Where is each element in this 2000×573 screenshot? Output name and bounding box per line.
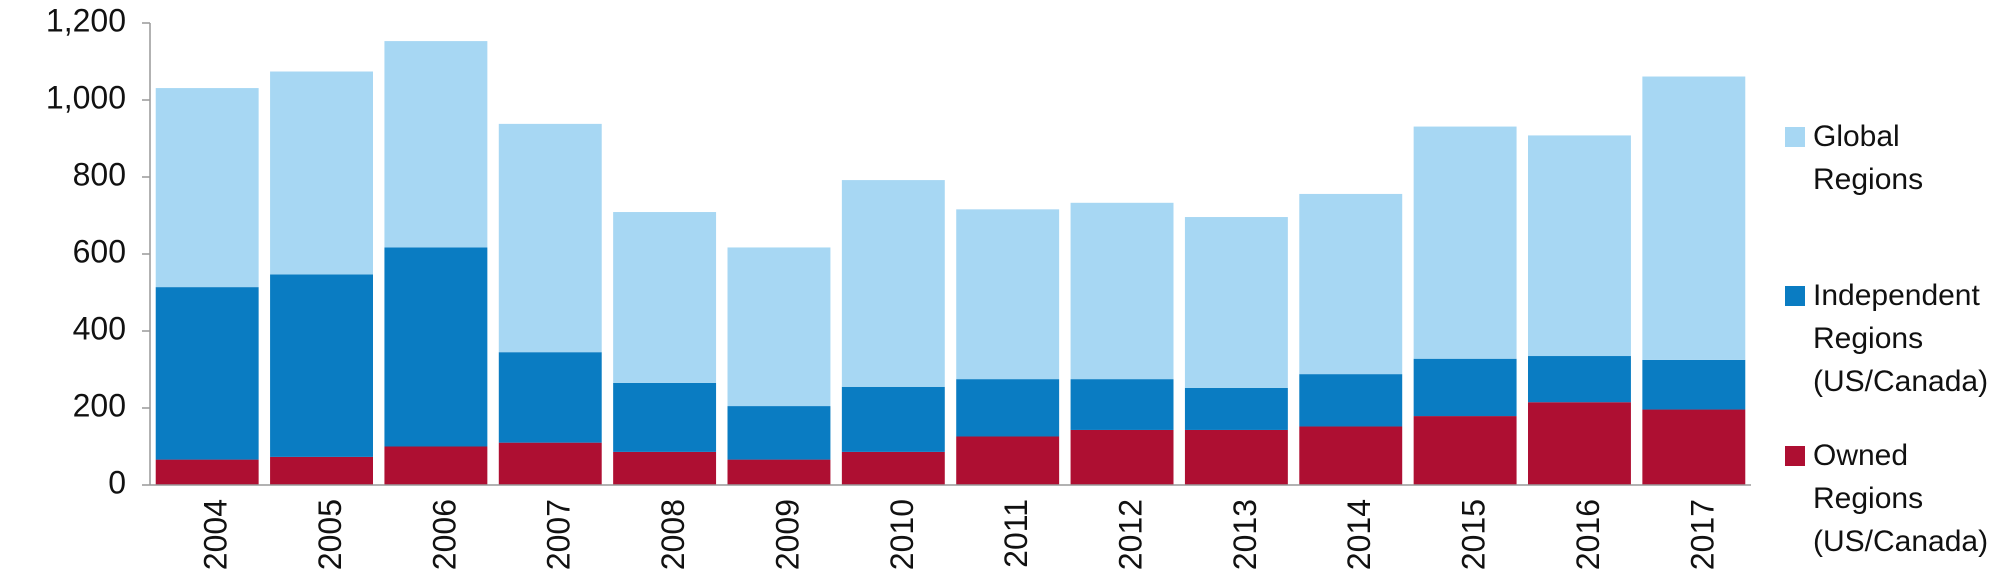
x-tick-label: 2006 <box>426 499 462 570</box>
bar-segment <box>1184 217 1288 388</box>
x-tick-label: 2008 <box>655 499 691 570</box>
legend-item: Independent Regions (US/Canada) <box>1785 274 2000 403</box>
bar-segment <box>1070 202 1174 380</box>
bar-segment <box>384 41 488 248</box>
bar-segment <box>155 88 259 288</box>
bar-segment <box>841 451 945 485</box>
x-tick-label: 2004 <box>198 499 234 570</box>
y-tick-label: 800 <box>73 156 126 192</box>
legend-label: Owned Regions (US/Canada) <box>1813 439 1989 558</box>
y-tick-label: 0 <box>108 464 126 500</box>
bar-segment <box>270 71 373 275</box>
bar-segment <box>1528 402 1631 485</box>
y-tick-label: 1,000 <box>46 79 126 115</box>
x-tick-label: 2013 <box>1227 499 1263 570</box>
x-tick-label: 2017 <box>1684 499 1720 570</box>
bar-segment <box>613 382 717 452</box>
bar-segment <box>1642 359 1746 410</box>
legend-label: Independent Regions (US/Canada) <box>1813 279 1989 398</box>
bar-segment <box>956 209 1060 380</box>
x-tick-label: 2005 <box>312 499 348 570</box>
y-tick-label: 200 <box>73 387 126 423</box>
bar-segment <box>270 274 373 457</box>
bar-segment <box>1299 193 1403 375</box>
bar-segment <box>498 352 602 443</box>
x-tick-label: 2009 <box>769 499 805 570</box>
x-tick-label: 2016 <box>1570 499 1606 570</box>
y-tick-label: 600 <box>73 233 126 269</box>
bar-segment <box>1299 426 1403 485</box>
bar-segment <box>613 451 717 485</box>
y-tick-label: 1,200 <box>46 2 126 38</box>
bar-segment <box>1413 358 1517 417</box>
bar-segment <box>727 406 831 460</box>
bar-segment <box>1299 374 1403 427</box>
legend-item: Owned Regions (US/Canada) <box>1785 434 2000 563</box>
bar-segment <box>841 180 945 387</box>
bar-segment <box>498 123 602 353</box>
x-tick-label: 2015 <box>1456 499 1492 570</box>
legend-label: Global Regions <box>1813 120 1924 196</box>
bar-segment <box>727 459 831 485</box>
bar-segment <box>1413 126 1517 359</box>
x-tick-label: 2014 <box>1341 499 1377 570</box>
bar-segment <box>384 247 488 447</box>
x-tick-label: 2010 <box>884 499 920 570</box>
legend-swatch <box>1785 446 1805 466</box>
legend-swatch <box>1785 127 1805 147</box>
x-tick-label: 2012 <box>1112 499 1148 570</box>
bar-segment <box>841 386 945 452</box>
legend-swatch <box>1785 286 1805 306</box>
bar-segment <box>613 212 717 383</box>
bar-segment <box>1070 429 1174 485</box>
bar-segment <box>1184 429 1288 485</box>
bar-segment <box>270 456 373 485</box>
legend-item: Global Regions <box>1785 115 2000 201</box>
x-tick-label: 2007 <box>541 499 577 570</box>
bar-segment <box>498 442 602 485</box>
bar-segment <box>727 247 831 407</box>
bar-segment <box>956 436 1060 485</box>
bar-segment <box>1642 409 1746 485</box>
bar-segment <box>155 287 259 460</box>
bar-segment <box>1184 387 1288 430</box>
bar-segment <box>1528 356 1631 403</box>
bar-segment <box>155 459 259 485</box>
x-tick-label: 2011 <box>998 499 1034 568</box>
bar-segment <box>1528 135 1631 357</box>
bar-segment <box>1642 76 1746 360</box>
bar-segment <box>1070 379 1174 430</box>
bar-segment <box>1413 416 1517 485</box>
bar-segment <box>956 379 1060 437</box>
bar-segment <box>384 446 488 485</box>
y-tick-label: 400 <box>73 310 126 346</box>
